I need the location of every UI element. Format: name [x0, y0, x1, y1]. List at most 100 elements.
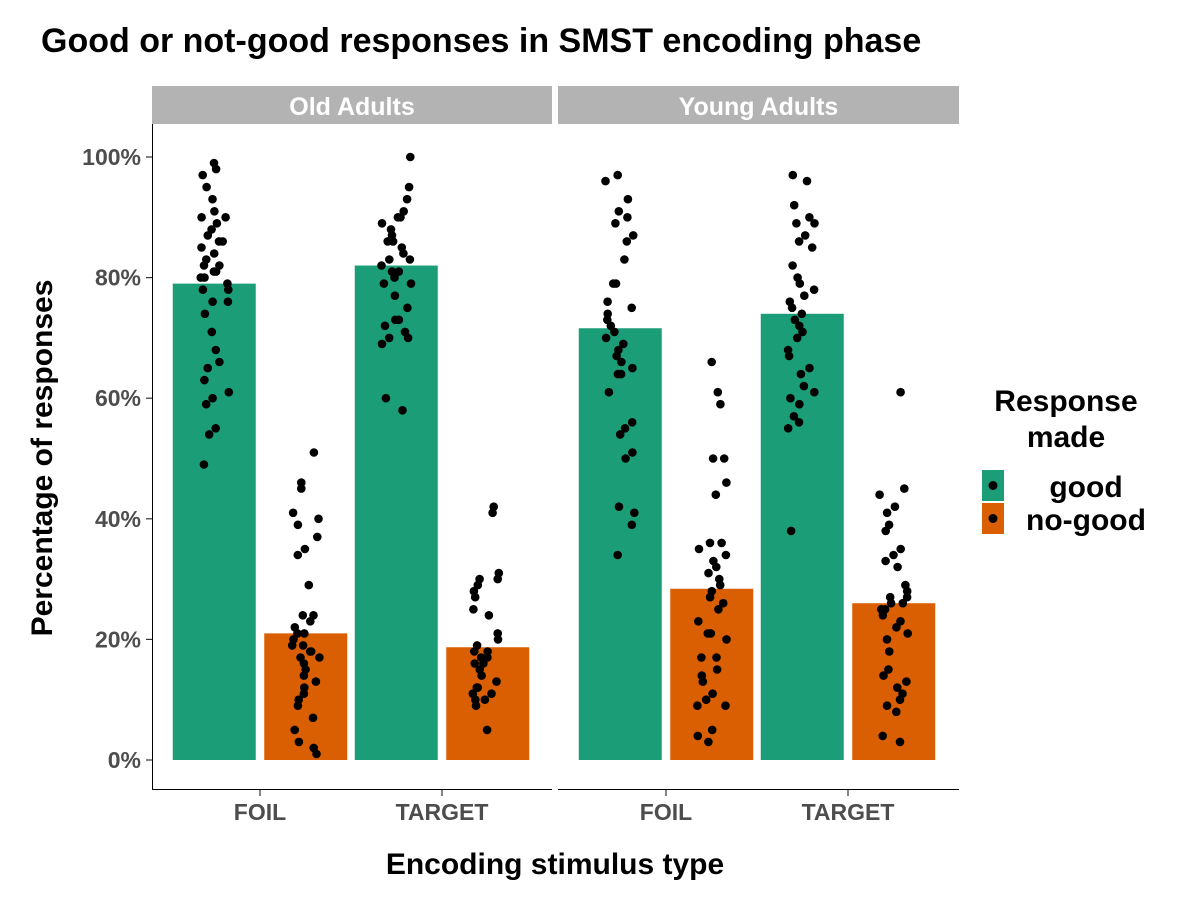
point-old-adults-foil-good-28: [207, 327, 217, 337]
point-old-adults-foil-no-good-8: [293, 550, 303, 560]
point-old-adults-foil-no-good-7: [300, 544, 310, 554]
point-young-adults-foil-no-good-20: [694, 617, 703, 626]
point-old-adults-foil-good-5: [210, 207, 219, 216]
point-young-adults-foil-no-good-17: [705, 592, 715, 602]
chart-title: Good or not-good responses in SMST encod…: [41, 22, 921, 60]
point-young-adults-foil-good-29: [628, 448, 637, 457]
point-young-adults-target-no-good-30: [895, 695, 905, 704]
point-young-adults-foil-no-good-9: [694, 544, 704, 554]
bar-old-adults-target-no-good: [446, 647, 530, 760]
point-old-adults-foil-no-good-0: [309, 448, 319, 457]
point-young-adults-foil-no-good-4: [708, 454, 718, 463]
point-young-adults-target-good-1: [802, 176, 812, 186]
point-young-adults-target-no-good-1: [900, 484, 909, 493]
point-young-adults-target-good-17: [790, 315, 800, 325]
point-young-adults-foil-good-18: [619, 339, 628, 349]
point-young-adults-target-no-good-0: [896, 387, 905, 397]
point-young-adults-foil-no-good-8: [705, 538, 715, 548]
point-young-adults-target-good-23: [805, 363, 814, 373]
point-young-adults-foil-good-16: [610, 327, 619, 337]
point-young-adults-foil-good-0: [613, 170, 622, 180]
bar-old-adults-target-good: [354, 265, 438, 760]
point-young-adults-foil-no-good-2: [716, 399, 725, 409]
point-old-adults-target-good-17: [394, 267, 404, 276]
point-old-adults-target-good-24: [391, 315, 400, 325]
point-young-adults-foil-good-32: [630, 508, 639, 518]
point-young-adults-foil-no-good-25: [697, 653, 706, 662]
point-old-adults-foil-no-good-26: [311, 677, 321, 686]
point-young-adults-foil-no-good-31: [693, 701, 702, 710]
legend-label-no-good: no-good: [1026, 504, 1146, 537]
point-young-adults-foil-no-good-3: [719, 454, 729, 463]
point-old-adults-foil-good-24: [198, 285, 208, 295]
point-old-adults-foil-good-33: [224, 387, 234, 397]
point-young-adults-target-no-good-2: [875, 490, 884, 500]
point-young-adults-target-good-28: [795, 399, 804, 409]
point-old-adults-target-good-25: [380, 321, 390, 331]
point-young-adults-foil-good-26: [627, 418, 637, 427]
point-old-adults-foil-good-36: [211, 424, 220, 433]
point-old-adults-foil-good-27: [200, 309, 210, 319]
point-old-adults-foil-good-2: [198, 170, 207, 180]
legend: Response made good no-good: [982, 385, 1146, 537]
point-old-adults-foil-good-13: [197, 243, 206, 252]
point-young-adults-foil-no-good-34: [693, 731, 703, 741]
point-old-adults-foil-no-good-10: [298, 611, 308, 620]
point-young-adults-foil-good-17: [601, 333, 611, 343]
point-young-adults-foil-no-good-6: [711, 490, 721, 500]
point-young-adults-foil-no-good-7: [717, 538, 726, 548]
point-young-adults-target-no-good-3: [890, 502, 900, 512]
y-tick-label-0: 0%: [108, 747, 141, 773]
point-young-adults-target-no-good-16: [886, 598, 896, 608]
point-young-adults-foil-good-10: [611, 279, 621, 288]
point-old-adults-foil-good-17: [199, 261, 209, 270]
point-old-adults-target-no-good-1: [488, 508, 497, 518]
point-old-adults-target-good-5: [393, 213, 403, 222]
point-young-adults-target-good-6: [800, 231, 810, 240]
point-old-adults-foil-good-14: [209, 249, 219, 258]
point-young-adults-foil-good-25: [604, 387, 614, 397]
point-young-adults-target-good-16: [797, 309, 807, 319]
point-old-adults-target-good-12: [399, 249, 408, 258]
point-old-adults-target-good-31: [398, 406, 407, 415]
point-young-adults-target-good-19: [798, 327, 807, 337]
point-old-adults-target-good-2: [402, 194, 412, 204]
y-tick-label-5: 100%: [82, 144, 141, 170]
point-old-adults-foil-good-25: [208, 297, 217, 307]
point-old-adults-foil-no-good-28: [299, 689, 309, 698]
x-tick-label-old-adults-target: TARGET: [396, 799, 489, 825]
point-young-adults-target-good-11: [795, 279, 805, 288]
point-old-adults-target-good-19: [379, 279, 389, 288]
point-old-adults-foil-good-37: [204, 430, 214, 439]
point-old-adults-target-good-14: [405, 255, 415, 264]
point-young-adults-target-no-good-4: [882, 508, 892, 518]
point-old-adults-foil-good-10: [203, 231, 213, 240]
bars-layer: [172, 265, 936, 760]
bar-old-adults-foil-good: [172, 283, 256, 760]
point-young-adults-target-good-30: [794, 418, 804, 427]
point-young-adults-foil-no-good-33: [707, 725, 717, 735]
point-old-adults-foil-no-good-33: [294, 737, 304, 747]
point-old-adults-target-good-20: [406, 279, 416, 288]
point-old-adults-foil-no-good-4: [314, 514, 323, 524]
point-young-adults-foil-good-2: [623, 194, 633, 204]
point-young-adults-target-no-good-9: [881, 556, 890, 566]
point-old-adults-target-no-good-14: [470, 647, 479, 656]
legend-key-no-good-dot: [988, 514, 998, 523]
point-young-adults-target-good-32: [786, 526, 796, 536]
point-young-adults-foil-no-good-24: [712, 653, 721, 662]
point-young-adults-target-no-good-22: [903, 629, 912, 638]
point-young-adults-target-no-good-34: [895, 737, 905, 747]
y-tick-label-3: 60%: [95, 385, 141, 411]
point-young-adults-target-no-good-8: [889, 550, 898, 560]
point-young-adults-foil-no-good-19: [714, 605, 723, 614]
point-old-adults-target-no-good-11: [493, 635, 503, 644]
point-young-adults-foil-no-good-15: [715, 580, 725, 590]
point-young-adults-target-good-8: [807, 243, 817, 252]
point-old-adults-target-no-good-5: [473, 580, 483, 590]
point-old-adults-target-good-13: [385, 255, 394, 264]
point-old-adults-foil-good-7: [221, 213, 230, 222]
point-old-adults-foil-good-8: [212, 219, 222, 228]
legend-title-line-1: Response: [994, 385, 1137, 418]
point-old-adults-foil-no-good-3: [288, 508, 298, 518]
